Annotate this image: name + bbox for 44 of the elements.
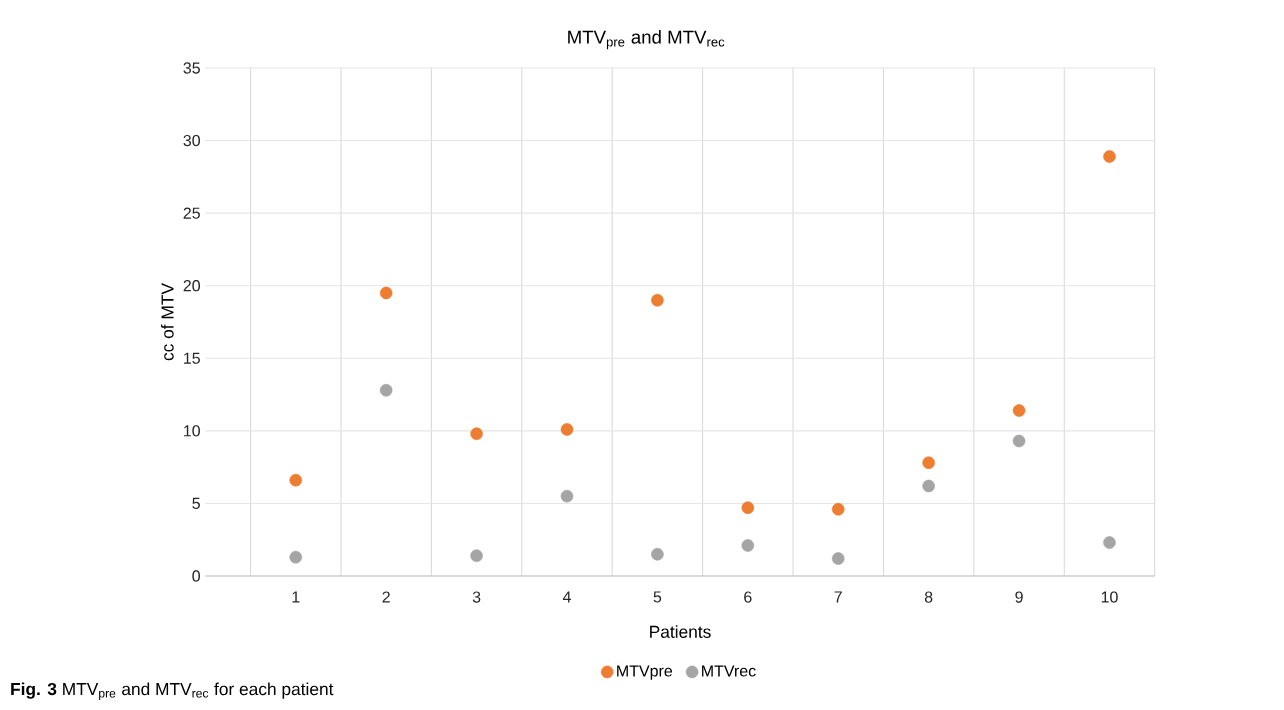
x-tick-label: 2	[382, 591, 390, 603]
x-tick-label: 10	[1101, 591, 1118, 603]
x-tick-label: 6	[744, 591, 752, 603]
x-tick-label: 7	[834, 591, 842, 603]
text: Fig. 3 MTV$_{pre}$ and MTV$_{rec}$ for each patient	[11, 682, 334, 700]
chart-title: MTV$_{pre}$ and MTV$_{rec}$	[568, 30, 725, 50]
y-tick-label: 25	[183, 207, 200, 219]
legend-label: MTVpre	[617, 665, 673, 680]
point	[470, 427, 483, 441]
point	[922, 479, 935, 493]
x-tick-label: 5	[653, 591, 662, 603]
point	[560, 423, 574, 436]
point	[922, 456, 935, 470]
point	[379, 286, 393, 300]
point	[831, 502, 845, 516]
y-tick-label: 15	[184, 352, 200, 364]
point	[1012, 404, 1026, 417]
point	[651, 547, 664, 561]
point	[741, 501, 755, 515]
x-axis-title: Patients	[650, 625, 711, 638]
y-axis-title: cc of MTV	[160, 283, 174, 361]
y-tick-label: 30	[183, 134, 201, 147]
point	[289, 550, 303, 564]
point	[470, 549, 483, 562]
point	[289, 473, 303, 487]
point	[1012, 434, 1026, 448]
x-tick-label: 4	[562, 591, 571, 603]
point	[831, 552, 845, 565]
point	[1103, 536, 1116, 549]
y-tick-label: 35	[183, 62, 200, 74]
y-tick-label: 5	[192, 497, 200, 509]
point	[379, 383, 393, 397]
point	[560, 489, 574, 503]
x-tick-label: 8	[924, 591, 933, 603]
x-tick-label: 9	[1015, 591, 1023, 603]
x-tick-label: 1	[292, 591, 300, 603]
y-tick-label: 20	[183, 280, 201, 292]
y-tick-label: 0	[192, 570, 201, 582]
point	[651, 293, 664, 307]
point	[1103, 150, 1116, 163]
x-tick-label: 3	[472, 591, 481, 603]
legend-label: MTVrec	[702, 665, 756, 677]
point	[741, 539, 755, 552]
y-tick-label: 10	[184, 425, 201, 437]
